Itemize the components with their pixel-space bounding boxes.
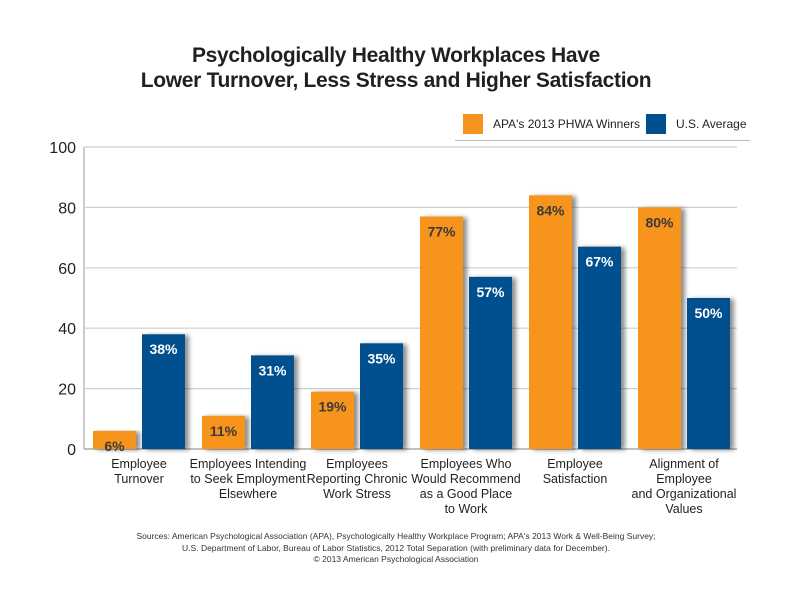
sources-line-1: Sources: American Psychological Associat… [136, 531, 656, 541]
bar-data-label: 67% [585, 254, 614, 270]
x-category-label: Alignment of Employee and Organizational V… [624, 457, 744, 517]
x-category-label: Employees Reporting Chronic Work Stress [297, 457, 417, 502]
bar-data-label: 11% [210, 423, 238, 439]
bar-data-label: 6% [104, 438, 125, 454]
bar-data-label: 57% [476, 284, 505, 300]
bar-phwa-winners [638, 207, 681, 449]
y-tick-label: 40 [58, 321, 76, 338]
x-category-label-line: Employees Who [420, 457, 512, 471]
legend-label-phwa-winners: APA's 2013 PHWA Winners [493, 117, 641, 131]
sources-footnote: Sources: American Psychological Associat… [0, 531, 792, 566]
bar-data-label: 19% [318, 399, 347, 415]
y-tick-label: 60 [58, 261, 76, 278]
legend-label-us-average: U.S. Average [676, 117, 747, 131]
copyright-line: © 2013 American Psychological Associatio… [313, 554, 479, 564]
x-category-label-line: Elsewhere [218, 487, 278, 501]
x-category-label-line: Alignment of Employee [649, 457, 719, 486]
bar-data-label: 77% [427, 223, 456, 239]
x-category-label: Employees Who Would Recommend as a Good Pl… [406, 457, 526, 517]
x-category-label: Employee Satisfaction [515, 457, 635, 487]
bar-us-average [578, 246, 621, 449]
y-tick-label: 80 [58, 200, 76, 217]
x-category-label-line: Employee [547, 457, 603, 471]
bar-data-label: 50% [694, 305, 723, 321]
x-category-label-line: Reporting Chronic [306, 472, 408, 486]
x-category-label: Employee Turnover [79, 457, 199, 487]
x-category-label-line: Satisfaction [542, 472, 608, 486]
bar-us-average [687, 298, 730, 449]
x-category-label-line: and Organizational [631, 487, 737, 501]
x-category-label-line: to Seek Employment [190, 472, 306, 486]
bar-data-label: 84% [536, 202, 565, 218]
x-category-label: Employees Intending to Seek Employment Els… [188, 457, 308, 502]
bar-us-average [251, 355, 294, 449]
x-category-label-line: Employees [326, 457, 388, 471]
bar-data-label: 80% [645, 214, 674, 230]
bar-us-average [360, 343, 403, 449]
bar-us-average [469, 276, 512, 449]
x-category-label-line: Values [665, 502, 703, 516]
bar-data-label: 35% [367, 350, 396, 366]
x-category-label-line: Employees Intending [189, 457, 307, 471]
legend-item-phwa-winners: APA's 2013 PHWA Winners [463, 114, 640, 134]
bar-us-average [142, 334, 185, 449]
x-category-label-line: Would Recommend [411, 472, 521, 486]
legend-swatch-phwa-winners [463, 114, 483, 134]
bar-data-label: 31% [258, 362, 287, 378]
bar-phwa-winners [202, 415, 245, 449]
bar-phwa-winners [420, 216, 463, 449]
sources-line-2: U.S. Department of Labor, Bureau of Labo… [182, 542, 610, 553]
x-category-label-line: to Work [444, 502, 488, 516]
x-category-label-line: Turnover [114, 472, 164, 486]
legend-divider [455, 140, 750, 141]
chart-title-line-1: Psychologically Healthy Workplaces Have [191, 44, 601, 67]
y-tick-label: 0 [67, 442, 76, 459]
bar-phwa-winners [529, 195, 572, 449]
legend-item-us-average: U.S. Average [646, 114, 747, 134]
bar-phwa-winners [311, 391, 354, 449]
x-category-label-line: as a Good Place [419, 487, 513, 501]
x-category-label-line: Employee [111, 457, 167, 471]
bar-data-label: 38% [149, 341, 178, 357]
y-tick-label: 100 [49, 140, 76, 157]
bar-phwa-winners [93, 430, 136, 449]
x-category-label-line: Work Stress [323, 487, 391, 501]
y-tick-label: 20 [58, 382, 76, 399]
chart-title-line-2: Lower Turnover, Less Stress and Higher S… [140, 69, 652, 92]
legend-swatch-us-average [646, 114, 666, 134]
